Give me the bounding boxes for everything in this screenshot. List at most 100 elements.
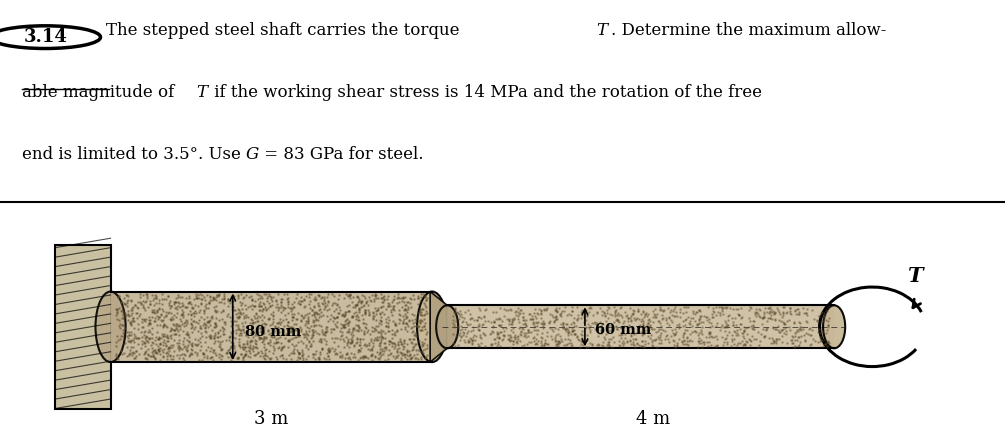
Point bbox=[184, 350, 200, 357]
Text: 3.14: 3.14 bbox=[23, 28, 67, 46]
Point bbox=[183, 349, 199, 356]
Point bbox=[214, 295, 230, 302]
Point bbox=[166, 330, 182, 337]
Point bbox=[207, 332, 223, 338]
Point bbox=[244, 297, 260, 304]
Point bbox=[547, 334, 563, 341]
Point bbox=[447, 317, 463, 324]
Point bbox=[290, 350, 307, 356]
Point bbox=[184, 323, 200, 330]
Point bbox=[169, 303, 185, 310]
Point bbox=[218, 349, 234, 356]
Point bbox=[137, 349, 153, 356]
Point bbox=[222, 332, 238, 339]
Point bbox=[218, 336, 234, 343]
Point bbox=[155, 323, 171, 330]
Point bbox=[336, 313, 352, 319]
Point bbox=[760, 315, 776, 322]
Point bbox=[329, 335, 345, 342]
Point bbox=[497, 324, 514, 331]
Point bbox=[262, 295, 278, 302]
Point bbox=[701, 328, 718, 335]
Point bbox=[256, 346, 272, 353]
Point bbox=[470, 322, 486, 329]
Point bbox=[223, 329, 239, 335]
Point bbox=[488, 331, 505, 338]
Point bbox=[393, 339, 409, 346]
Point bbox=[243, 323, 259, 330]
Point bbox=[645, 307, 661, 314]
Point bbox=[453, 311, 469, 318]
Point bbox=[174, 303, 190, 310]
Point bbox=[720, 323, 736, 330]
Point bbox=[374, 338, 390, 345]
Point bbox=[791, 341, 807, 348]
Point bbox=[260, 340, 276, 347]
Point bbox=[295, 339, 312, 346]
Point bbox=[724, 343, 740, 350]
Point bbox=[563, 340, 579, 347]
Point bbox=[226, 317, 242, 324]
Point bbox=[339, 341, 355, 348]
Point bbox=[787, 307, 803, 313]
Point bbox=[213, 345, 229, 352]
Point bbox=[565, 308, 581, 315]
Point bbox=[684, 310, 700, 316]
Point bbox=[526, 338, 542, 345]
Point bbox=[691, 329, 708, 336]
Point bbox=[399, 327, 415, 334]
Point bbox=[596, 333, 612, 340]
Point bbox=[776, 330, 792, 337]
Point bbox=[177, 303, 193, 310]
Point bbox=[398, 307, 414, 314]
Point bbox=[716, 338, 732, 345]
Point bbox=[527, 310, 543, 317]
Point bbox=[274, 351, 290, 358]
Point bbox=[523, 339, 539, 346]
Point bbox=[289, 310, 306, 316]
Point bbox=[681, 318, 697, 325]
Point bbox=[337, 310, 353, 317]
Point bbox=[363, 345, 379, 352]
Point bbox=[238, 341, 254, 347]
Point bbox=[642, 322, 658, 329]
Point bbox=[205, 356, 221, 363]
Point bbox=[634, 337, 650, 344]
Point bbox=[200, 318, 216, 325]
Point bbox=[266, 340, 282, 347]
Point bbox=[570, 335, 586, 342]
Point bbox=[168, 295, 184, 301]
Point bbox=[552, 333, 568, 340]
Point bbox=[205, 340, 221, 347]
Point bbox=[514, 332, 530, 339]
Point bbox=[375, 302, 391, 309]
Point bbox=[390, 341, 406, 348]
Point bbox=[814, 328, 830, 335]
Point bbox=[137, 299, 153, 306]
Point bbox=[187, 317, 203, 324]
Point bbox=[136, 305, 152, 312]
Point bbox=[548, 341, 564, 348]
Point bbox=[464, 315, 480, 322]
Point bbox=[775, 308, 791, 315]
Point bbox=[509, 340, 525, 347]
Point bbox=[138, 327, 154, 334]
Point bbox=[201, 299, 217, 306]
Point bbox=[185, 310, 201, 317]
Point bbox=[606, 339, 622, 346]
Point bbox=[178, 346, 194, 353]
Point bbox=[169, 326, 185, 333]
Point bbox=[817, 312, 833, 319]
Point bbox=[744, 332, 760, 339]
Point bbox=[212, 339, 228, 346]
Point bbox=[651, 335, 667, 342]
Point bbox=[366, 325, 382, 332]
Point bbox=[242, 303, 258, 310]
Point bbox=[173, 311, 189, 318]
Point bbox=[161, 343, 177, 350]
Point bbox=[403, 303, 419, 310]
Point bbox=[242, 344, 258, 351]
Point bbox=[714, 323, 730, 330]
Point bbox=[501, 343, 518, 350]
Point bbox=[291, 323, 308, 330]
